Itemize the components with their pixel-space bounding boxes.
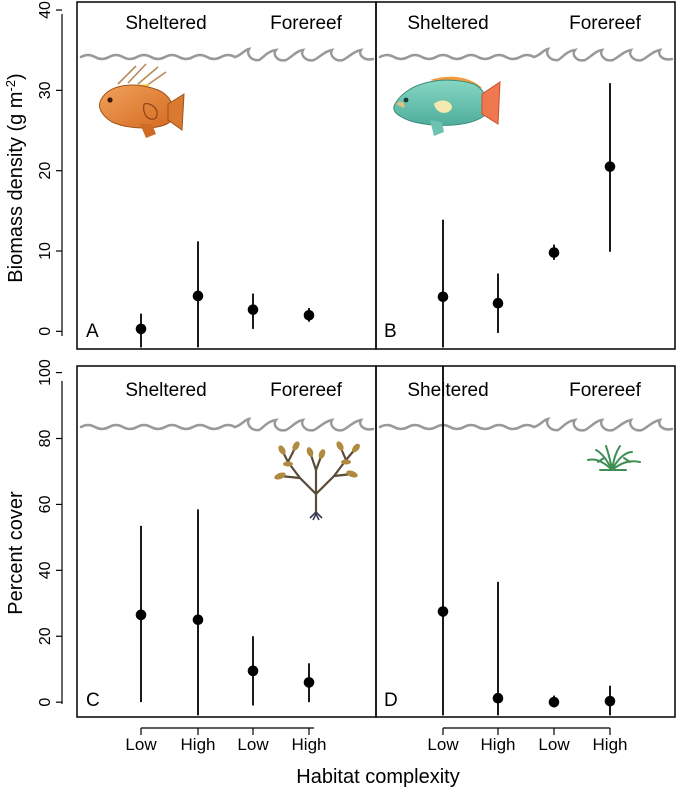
y-top-tick-label-3: 30 xyxy=(37,81,54,99)
panel-d-calm-water-line xyxy=(378,423,536,431)
x-left-tick-label-3: High xyxy=(292,735,327,754)
y-axis-bottom: 0 20 40 60 80 100 xyxy=(37,359,63,707)
panel-c-sheltered-label: Sheltered xyxy=(125,380,206,401)
x-right-tick-label-1: High xyxy=(481,735,516,754)
y-top-tick-label-2: 20 xyxy=(37,162,54,180)
panel-a: Sheltered Forereef A xyxy=(76,1,377,350)
y-top-tick-label-1: 10 xyxy=(37,242,54,260)
x-left-tick-label-0: Low xyxy=(125,735,157,754)
panel-d-forereef-label: Forereef xyxy=(569,380,642,401)
top-ylabel-close: ) xyxy=(5,73,27,80)
y-bottom-tick-label-3: 60 xyxy=(37,495,54,513)
panel-a-sheltered-label: Sheltered xyxy=(125,13,206,34)
panel-b-calm-water-line xyxy=(378,53,536,61)
panel-c-point-1 xyxy=(135,609,147,621)
panel-a-letter: A xyxy=(86,321,99,342)
y-axis-top-ticks: 0 10 20 30 40 xyxy=(37,1,62,336)
x-left-tick-label-2: Low xyxy=(237,735,269,754)
x-axis-left-ticks: Low High Low High xyxy=(125,728,326,754)
y-top-tick-label-0: 0 xyxy=(37,327,54,336)
panel-d-frame xyxy=(375,365,676,718)
y-bottom-tick-label-2: 40 xyxy=(37,561,54,579)
panel-d-point-3 xyxy=(548,696,560,708)
panel-b: Sheltered Forereef B xyxy=(375,1,676,350)
bottom-ylabel: Percent cover xyxy=(5,491,27,615)
panel-c-point-2 xyxy=(192,614,204,626)
y-top-tick-label-4: 40 xyxy=(37,1,54,19)
panel-d-point-2 xyxy=(492,692,504,704)
panel-a-points xyxy=(135,241,315,348)
panel-a-forereef-label: Forereef xyxy=(270,13,343,34)
panel-b-frame xyxy=(375,1,676,350)
data-marks xyxy=(135,83,616,716)
panel-c-letter: C xyxy=(86,690,100,711)
x-left-tick-label-1: High xyxy=(181,735,216,754)
y-bottom-tick-label-0: 0 xyxy=(37,698,54,707)
x-axis-right-ticks: Low High Low High xyxy=(427,728,627,754)
panel-d-point-1 xyxy=(437,606,449,617)
panel-a-point-3 xyxy=(247,304,259,315)
panel-b-points xyxy=(437,83,616,348)
panel-d-points xyxy=(437,366,616,716)
x-axis-title: Habitat complexity xyxy=(296,766,459,788)
panel-b-point-1 xyxy=(437,291,449,303)
seagrass-illustration xyxy=(587,445,641,471)
panel-b-forereef-label: Forereef xyxy=(569,13,642,34)
panel-b-letter: B xyxy=(384,321,397,342)
y-axis-bottom-ticks: 0 20 40 60 80 100 xyxy=(37,359,62,707)
hogfish-illustration xyxy=(99,63,185,138)
y-axis-top: 0 10 20 30 40 xyxy=(37,1,63,336)
panel-b-point-4 xyxy=(604,161,616,172)
top-ylabel-sup: -2 xyxy=(3,80,18,92)
panel-b-breaking-waves xyxy=(532,47,674,62)
top-ylabel: Biomass density (g m-2) xyxy=(3,73,27,282)
y-bottom-tick-label-5: 100 xyxy=(37,359,54,386)
panel-a-point-2 xyxy=(192,290,204,302)
panel-a-breaking-waves xyxy=(233,47,375,62)
panel-d: Sheltered Forereef D xyxy=(375,365,676,718)
y-bottom-tick-label-4: 80 xyxy=(37,430,54,448)
panel-c: Sheltered Forereef C xyxy=(76,365,377,718)
parrotfish-illustration xyxy=(393,76,501,136)
x-right-tick-label-3: High xyxy=(593,735,628,754)
macroalga-illustration xyxy=(274,441,360,521)
top-ylabel-text: Biomass density (g m xyxy=(5,92,27,283)
panel-d-point-4 xyxy=(604,695,616,707)
panel-c-forereef-label: Forereef xyxy=(270,380,343,401)
panel-b-sheltered-label: Sheltered xyxy=(407,13,488,34)
panel-c-calm-water-line xyxy=(79,423,237,431)
panel-d-breaking-waves xyxy=(532,417,674,432)
panel-c-frame xyxy=(76,365,377,718)
panel-b-point-3 xyxy=(548,247,560,258)
panel-a-point-4 xyxy=(303,309,315,321)
x-axis-left: Low High Low High xyxy=(125,727,326,754)
panel-c-point-3 xyxy=(247,665,259,677)
panel-d-letter: D xyxy=(384,690,398,711)
panel-c-breaking-waves xyxy=(233,417,375,432)
panel-a-point-1 xyxy=(135,323,147,335)
x-right-tick-label-0: Low xyxy=(427,735,459,754)
panel-d-sheltered-label: Sheltered xyxy=(407,380,488,401)
x-axis-right: Low High Low High xyxy=(427,727,627,754)
panel-c-points xyxy=(135,509,315,716)
panel-c-point-4 xyxy=(303,677,315,688)
panel-a-calm-water-line xyxy=(79,53,237,61)
panel-b-point-2 xyxy=(492,297,504,309)
x-right-tick-label-2: Low xyxy=(538,735,570,754)
y-bottom-tick-label-1: 20 xyxy=(37,627,54,645)
